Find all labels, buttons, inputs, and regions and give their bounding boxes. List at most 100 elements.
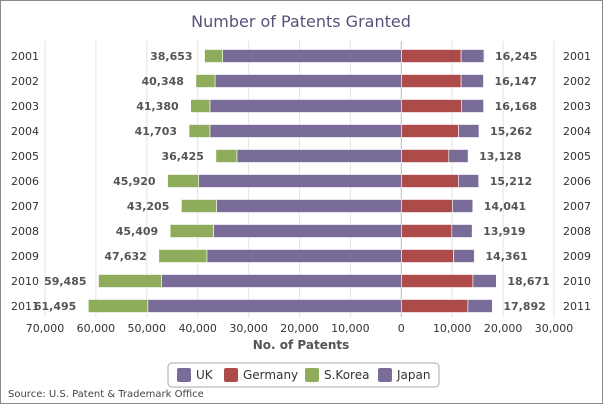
bar-japan-2010 (161, 274, 402, 288)
x-axis-label: No. of Patents (253, 338, 350, 352)
year-label-left: 2007 (11, 200, 39, 213)
year-label-left: 2004 (11, 125, 39, 138)
year-label-left: 2001 (11, 50, 39, 63)
bar-germany-2002 (400, 74, 462, 88)
bar-japan-2007 (216, 199, 402, 213)
bar-germany-2003 (400, 99, 463, 113)
x-tick-label: 10,000 (331, 322, 370, 335)
bar-skorea-2001 (204, 49, 223, 63)
x-tick-label: 60,000 (77, 322, 116, 335)
year-label-right: 2001 (563, 50, 591, 63)
year-label-left: 2005 (11, 150, 39, 163)
year-label-right: 2004 (563, 125, 591, 138)
legend-swatch (378, 368, 392, 382)
bar-uk-2009 (453, 249, 475, 263)
left-total-label: 43,205 (127, 200, 169, 213)
bar-japan-2009 (206, 249, 402, 263)
x-tick-label: 70,000 (26, 322, 65, 335)
bar-germany-2007 (400, 199, 453, 213)
bar-skorea-2005 (215, 149, 238, 163)
bar-japan-2002 (214, 74, 402, 88)
legend-swatch (224, 368, 238, 382)
left-total-label: 45,409 (116, 225, 158, 238)
bar-japan-2006 (198, 174, 402, 188)
year-label-right: 2010 (563, 275, 591, 288)
bar-skorea-2004 (188, 124, 211, 138)
bar-uk-2011 (467, 299, 493, 313)
total-labels: 38,653 16,245 40,348 16,147 41,380 16,168 41,7… (34, 50, 550, 313)
right-total-label: 16,168 (495, 100, 537, 113)
left-total-label: 45,920 (113, 175, 156, 188)
x-tick-label: 20,000 (280, 322, 319, 335)
right-total-label: 14,361 (485, 250, 527, 263)
bar-japan-2005 (236, 149, 402, 163)
year-label-left: 2003 (11, 100, 39, 113)
bars (87, 49, 497, 313)
year-label-left: 2011 (11, 300, 39, 313)
left-total-label: 40,348 (141, 75, 183, 88)
year-label-right: 2002 (563, 75, 591, 88)
left-total-label: 61,495 (34, 300, 76, 313)
bar-skorea-2007 (181, 199, 217, 213)
bar-uk-2010 (472, 274, 497, 288)
right-total-label: 17,892 (503, 300, 545, 313)
left-total-label: 36,425 (161, 150, 203, 163)
left-total-label: 41,703 (135, 125, 177, 138)
legend-swatch (305, 368, 319, 382)
bar-skorea-2008 (169, 224, 214, 238)
right-total-label: 13,128 (479, 150, 521, 163)
bar-skorea-2002 (195, 74, 216, 88)
x-tick-label: 0 (398, 322, 405, 335)
year-labels: 2001 2001 2002 2002 2003 2003 2004 2004 2005 2005… (11, 50, 591, 313)
bar-japan-2004 (209, 124, 402, 138)
x-tick-label: 40,000 (178, 322, 217, 335)
bar-uk-2004 (458, 124, 480, 138)
bar-germany-2001 (400, 49, 462, 63)
bar-uk-2007 (452, 199, 474, 213)
right-total-label: 18,671 (507, 275, 549, 288)
legend: UK Germany S.Korea Japan (167, 362, 440, 388)
x-tick-label: 50,000 (128, 322, 167, 335)
bar-skorea-2010 (98, 274, 162, 288)
bar-japan-2011 (147, 299, 402, 313)
bar-germany-2011 (400, 299, 469, 313)
bar-skorea-2009 (158, 249, 208, 263)
year-label-left: 2006 (11, 175, 39, 188)
year-label-right: 2003 (563, 100, 591, 113)
legend-label: UK (196, 368, 214, 382)
left-total-label: 59,485 (44, 275, 86, 288)
right-total-label: 15,262 (490, 125, 532, 138)
legend-label: Japan (396, 368, 430, 382)
year-label-left: 2009 (11, 250, 39, 263)
bar-skorea-2011 (87, 299, 149, 313)
year-label-right: 2007 (563, 200, 591, 213)
bar-uk-2008 (451, 224, 473, 238)
right-total-label: 15,212 (490, 175, 532, 188)
bar-japan-2008 (213, 224, 402, 238)
bar-uk-2006 (458, 174, 480, 188)
chart-title: Number of Patents Granted (191, 12, 411, 31)
x-tick-label: 30,000 (535, 322, 574, 335)
bar-japan-2001 (222, 49, 402, 63)
bar-skorea-2006 (167, 174, 200, 188)
x-tick-label: 30,000 (229, 322, 268, 335)
bar-japan-2003 (209, 99, 402, 113)
bar-germany-2004 (400, 124, 459, 138)
bar-uk-2002 (460, 74, 484, 88)
year-label-right: 2008 (563, 225, 591, 238)
x-tick-labels: 70,000 60,000 50,000 40,000 30,000 20,000 10,0… (26, 322, 574, 335)
year-label-right: 2011 (563, 300, 591, 313)
bar-germany-2010 (400, 274, 474, 288)
year-label-right: 2006 (563, 175, 591, 188)
right-total-label: 13,919 (483, 225, 525, 238)
right-total-label: 16,147 (494, 75, 536, 88)
x-tick-label: 20,000 (484, 322, 523, 335)
left-total-label: 38,653 (150, 50, 192, 63)
right-total-label: 16,245 (495, 50, 537, 63)
bar-germany-2009 (400, 249, 454, 263)
bar-germany-2008 (400, 224, 453, 238)
source-note: Source: U.S. Patent & Trademark Office (8, 389, 204, 400)
bar-uk-2003 (461, 99, 484, 113)
